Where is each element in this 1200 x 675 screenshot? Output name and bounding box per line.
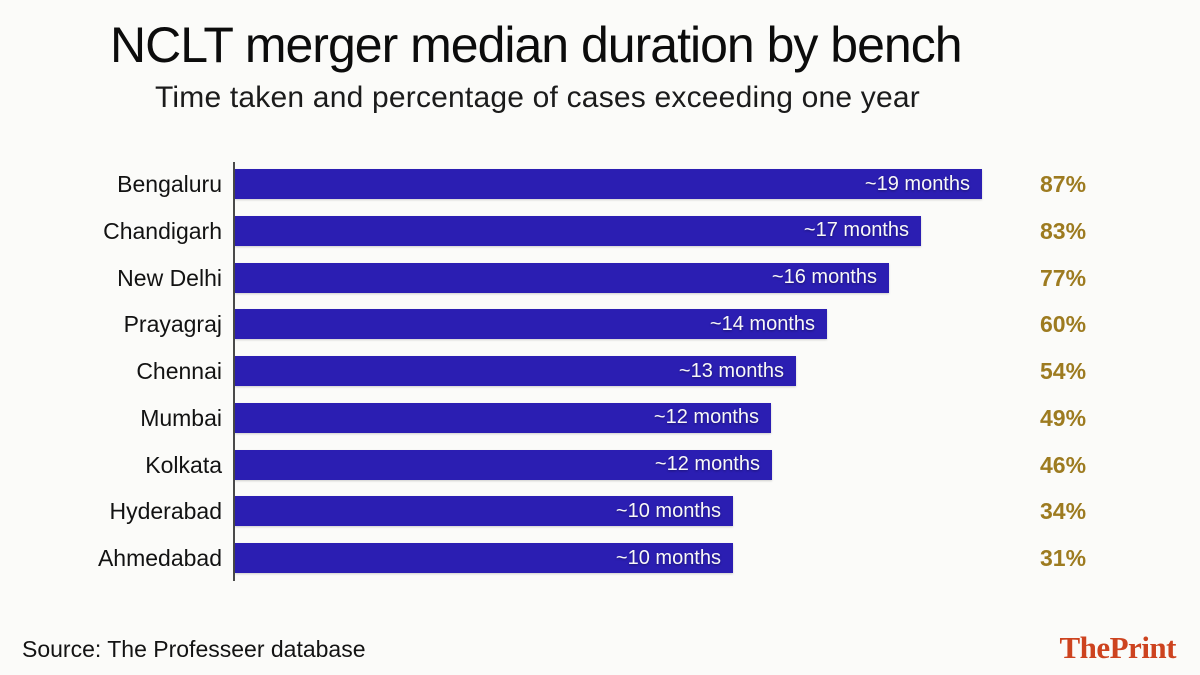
chart-title: NCLT merger median duration by bench	[110, 17, 963, 73]
duration-bar: ~13 months	[235, 356, 796, 387]
chart-row: Bengaluru ~19 months 87%	[0, 161, 1200, 208]
percent-label: 83%	[1040, 217, 1087, 244]
percent-label: 31%	[1040, 545, 1087, 572]
y-axis-line	[233, 162, 235, 581]
chart-row: Ahmedabad ~10 months 31%	[0, 535, 1200, 582]
duration-label: ~14 months	[709, 312, 815, 335]
bench-label: New Delhi	[117, 264, 222, 291]
duration-label: ~10 months	[615, 499, 721, 522]
percent-label: 60%	[1040, 311, 1087, 338]
bench-label: Kolkata	[145, 451, 222, 478]
bench-label: Ahmedabad	[97, 545, 222, 572]
percent-label: 54%	[1040, 358, 1087, 385]
duration-bar: ~17 months	[235, 215, 921, 246]
duration-label: ~17 months	[803, 219, 909, 242]
bench-label: Hyderabad	[109, 498, 222, 525]
source-note: Source: The Professeer database	[22, 636, 366, 662]
chart-row: Hyderabad ~10 months 34%	[0, 488, 1200, 535]
duration-label: ~19 months	[864, 172, 970, 195]
duration-bar: ~10 months	[235, 496, 733, 527]
chart-header: NCLT merger median duration by bench Tim…	[0, 18, 1200, 115]
duration-label: ~10 months	[615, 546, 721, 569]
chart-row: Mumbai ~12 months 49%	[0, 395, 1200, 442]
percent-label: 87%	[1040, 171, 1087, 197]
duration-label: ~12 months	[654, 453, 760, 476]
bench-label: Mumbai	[140, 404, 222, 431]
chart-row: New Delhi ~16 months 77%	[0, 255, 1200, 302]
chart-row: Kolkata ~12 months 46%	[0, 442, 1200, 489]
percent-label: 77%	[1040, 264, 1087, 291]
chart-row: Chennai ~13 months 54%	[0, 348, 1200, 395]
chart-row: Chandigarh ~17 months 83%	[0, 208, 1200, 255]
theprint-logo-the: The	[1059, 630, 1110, 665]
theprint-logo-print: Print	[1109, 630, 1177, 665]
bench-label: Chandigarh	[103, 217, 222, 244]
chart-row: Prayagraj ~14 months 60%	[0, 301, 1200, 348]
bench-label: Bengaluru	[117, 171, 222, 197]
chart-subtitle: Time taken and percentage of cases excee…	[155, 81, 920, 114]
duration-bar: ~19 months	[235, 169, 982, 199]
duration-label: ~16 months	[771, 266, 877, 289]
duration-bar: ~16 months	[235, 262, 889, 293]
bench-label: Chennai	[136, 358, 222, 385]
percent-label: 49%	[1040, 404, 1087, 431]
duration-label: ~12 months	[653, 406, 759, 429]
duration-bar: ~12 months	[235, 402, 771, 433]
percent-label: 34%	[1040, 498, 1087, 525]
percent-label: 46%	[1040, 451, 1087, 478]
duration-label: ~13 months	[678, 359, 784, 382]
bar-chart: Bengaluru ~19 months 87% Chandigarh ~17 mont…	[0, 161, 1200, 582]
bench-label: Prayagraj	[123, 311, 222, 338]
duration-bar: ~12 months	[235, 449, 772, 480]
theprint-logo: ThePrint	[1059, 630, 1176, 666]
duration-bar: ~10 months	[235, 543, 733, 574]
duration-bar: ~14 months	[235, 309, 827, 340]
